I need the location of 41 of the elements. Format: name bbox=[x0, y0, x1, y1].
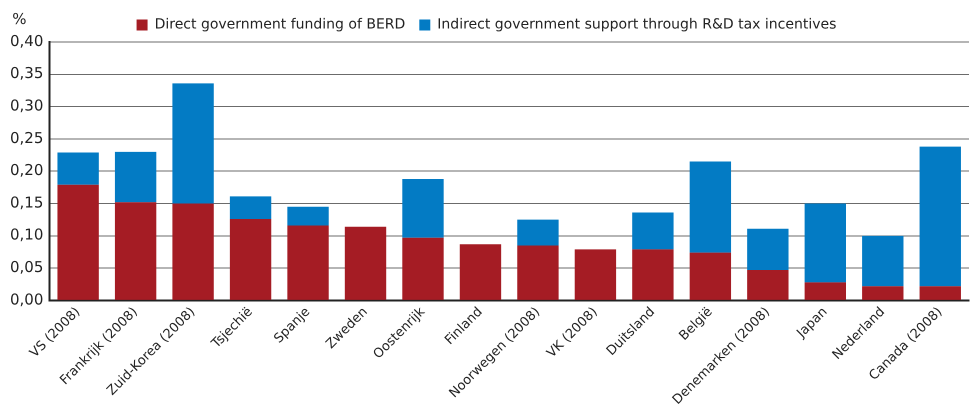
bar bbox=[114, 202, 156, 300]
y-tick-label: 0,40 bbox=[10, 32, 44, 50]
bar bbox=[804, 204, 846, 282]
bar bbox=[230, 196, 272, 220]
bar bbox=[920, 146, 961, 286]
bar bbox=[517, 220, 559, 246]
bar bbox=[287, 225, 329, 300]
y-tick-label: 0,20 bbox=[10, 161, 44, 180]
bar bbox=[920, 286, 961, 300]
bar bbox=[747, 270, 789, 300]
y-tick-label: 0,30 bbox=[10, 96, 44, 114]
bar bbox=[402, 178, 444, 238]
y-tick-label: 0,25 bbox=[10, 128, 44, 147]
bar bbox=[172, 204, 214, 300]
bar bbox=[287, 206, 329, 226]
y-tick-label: 0,00 bbox=[10, 290, 44, 308]
bar bbox=[344, 226, 386, 300]
bar bbox=[230, 219, 272, 300]
bar bbox=[57, 152, 99, 185]
y-axis-title: % bbox=[12, 10, 27, 28]
bar bbox=[632, 212, 674, 250]
bar bbox=[57, 184, 99, 300]
bar bbox=[574, 249, 616, 300]
bar bbox=[690, 252, 732, 300]
legend-label: Direct government funding of BERD bbox=[154, 16, 406, 33]
bar bbox=[632, 249, 674, 300]
bar bbox=[690, 162, 732, 253]
bar bbox=[460, 244, 502, 300]
bar bbox=[747, 228, 789, 270]
bar bbox=[114, 152, 156, 202]
y-tick-label: 0,10 bbox=[10, 226, 44, 244]
bar bbox=[862, 286, 904, 300]
y-tick-label: 0,15 bbox=[10, 193, 44, 212]
legend-label: Indirect government support through R&D tax incentives bbox=[437, 16, 836, 33]
bar bbox=[517, 246, 559, 300]
y-tick-label: 0,05 bbox=[10, 258, 44, 276]
bar bbox=[402, 238, 444, 300]
bar bbox=[862, 236, 904, 286]
y-tick-label: 0,35 bbox=[10, 64, 44, 82]
bar bbox=[172, 83, 214, 204]
bar bbox=[804, 282, 846, 300]
